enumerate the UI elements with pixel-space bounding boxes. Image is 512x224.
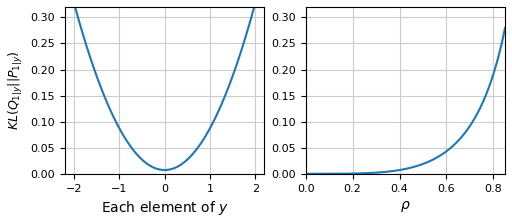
Y-axis label: $KL(Q_{1|y}||P_{1|y})$: $KL(Q_{1|y}||P_{1|y})$ <box>7 50 25 130</box>
X-axis label: $\rho$: $\rho$ <box>400 199 411 214</box>
X-axis label: Each element of $y$: Each element of $y$ <box>101 199 228 217</box>
